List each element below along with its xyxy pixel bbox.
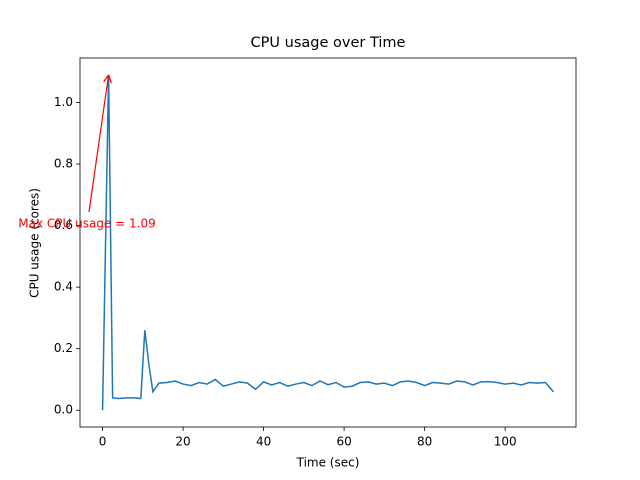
x-tick-label: 0 xyxy=(99,435,107,449)
x-tick-label: 80 xyxy=(417,435,432,449)
chart-title: CPU usage over Time xyxy=(251,35,406,51)
x-tick-label: 100 xyxy=(494,435,517,449)
annotation-arrow xyxy=(88,75,109,213)
y-tick-label: 0.0 xyxy=(54,403,73,417)
y-tick-label: 0.2 xyxy=(54,341,73,355)
x-tick-label: 40 xyxy=(256,435,271,449)
y-tick-label: 0.8 xyxy=(54,157,73,171)
annotation: Max CPU usage = 1.09 xyxy=(18,217,155,231)
plot-frame xyxy=(79,57,577,428)
data-line xyxy=(101,74,555,411)
x-tick-label: 60 xyxy=(336,435,351,449)
y-tick-label: 0.4 xyxy=(54,280,73,294)
x-tick-label: 20 xyxy=(175,435,190,449)
y-tick-label: 1.0 xyxy=(54,95,73,109)
x-axis-label: Time (sec) xyxy=(296,456,360,470)
y-tick-label: 0.6 xyxy=(54,218,73,232)
y-axis-label: CPU usage (cores) xyxy=(28,188,42,298)
